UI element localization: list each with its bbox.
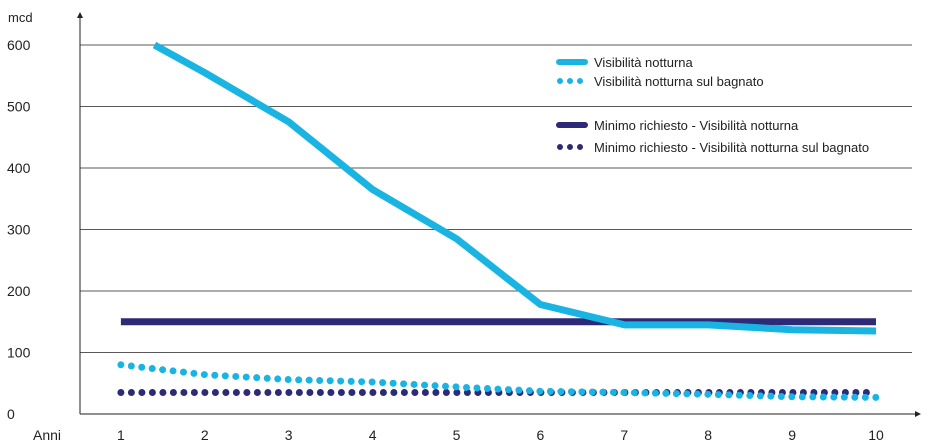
x-tick-label: 2	[201, 427, 209, 443]
x-unit-label: Anni	[33, 427, 61, 443]
y-axis-arrow	[77, 12, 83, 18]
x-axis-arrow	[915, 411, 921, 417]
y-tick-label: 600	[7, 37, 31, 53]
y-tick-label: 100	[7, 345, 31, 361]
series-line-2	[117, 361, 880, 401]
grid-lines	[80, 44, 912, 353]
legend: Visibilità notturna Visibilità notturna s…	[556, 55, 869, 155]
series-line-1	[152, 41, 877, 335]
legend-label-2: Visibilità notturna sul bagnato	[594, 74, 764, 89]
x-tick-label: 6	[537, 427, 545, 443]
y-tick-label: 500	[7, 99, 31, 115]
y-tick-label: 400	[7, 160, 31, 176]
x-tick-label: 3	[285, 427, 293, 443]
y-tick-labels: 0 100 200 300 400 500 600	[7, 37, 31, 422]
x-tick-label: 4	[369, 427, 377, 443]
axes	[77, 12, 921, 417]
legend-label-1: Visibilità notturna	[594, 55, 694, 70]
x-tick-label: 5	[453, 427, 461, 443]
x-tick-label: 10	[868, 427, 884, 443]
x-tick-label: 1	[117, 427, 125, 443]
legend-label-4: Minimo richiesto - Visibilità notturna s…	[594, 140, 869, 155]
y-unit-label: mcd	[8, 10, 33, 25]
x-tick-label: 9	[788, 427, 796, 443]
y-tick-label: 0	[7, 406, 15, 422]
y-tick-label: 200	[7, 283, 31, 299]
x-tick-label: 8	[704, 427, 712, 443]
series-lines	[117, 41, 880, 401]
x-tick-label: 7	[620, 427, 628, 443]
legend-label-3: Minimo richiesto - Visibilità notturna	[594, 118, 799, 133]
x-tick-labels: 1 2 3 4 5 6 7 8 9 10	[117, 427, 884, 443]
y-tick-label: 300	[7, 222, 31, 238]
